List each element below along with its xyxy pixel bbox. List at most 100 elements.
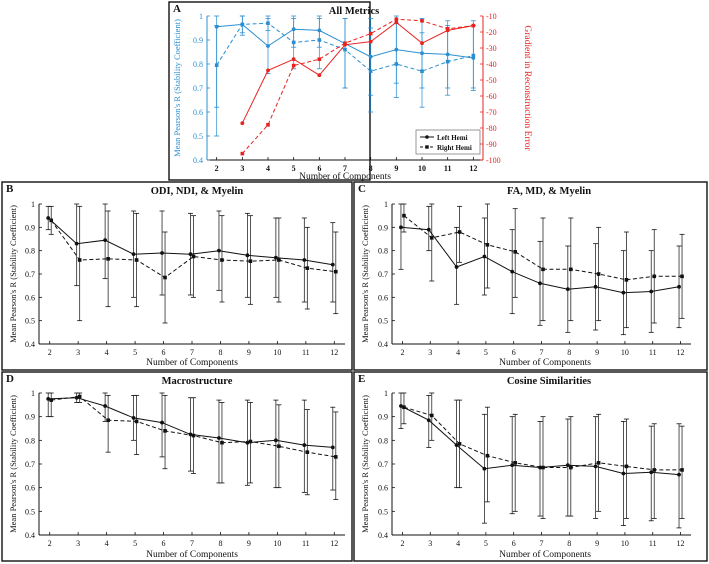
x-tick-label: 3 xyxy=(76,539,80,548)
x-tick-label: 5 xyxy=(484,348,488,357)
data-point-circle xyxy=(426,418,431,423)
data-point-square xyxy=(624,278,629,282)
y-axis-label: Mean Pearson's R (Stability Coefficient) xyxy=(360,205,370,343)
data-point-circle xyxy=(245,253,250,258)
data-point-circle xyxy=(330,262,335,267)
x-tick-label: 11 xyxy=(649,539,657,548)
y-tick-label: 0.8 xyxy=(25,247,35,256)
x-tick-label: 8 xyxy=(218,348,222,357)
x-tick-label: 4 xyxy=(266,164,270,173)
series-left-hemi xyxy=(398,203,682,336)
data-point-square xyxy=(596,272,601,276)
y-tick-label: 0.7 xyxy=(378,460,388,469)
x-tick-label: 11 xyxy=(302,539,310,548)
x-tick-label: 2 xyxy=(400,539,404,548)
x-tick-label: 7 xyxy=(540,348,544,357)
data-point-square xyxy=(652,274,657,279)
y-tick-label: 0.9 xyxy=(25,223,35,232)
data-point-square xyxy=(343,47,347,52)
panel-letter: B xyxy=(6,183,14,195)
series-left-hemi xyxy=(45,392,336,493)
x-axis-label: Number of Components xyxy=(499,357,591,368)
y-tick-label: 0.9 xyxy=(378,413,388,422)
data-point-circle xyxy=(217,248,221,253)
x-tick-label: 7 xyxy=(190,539,194,548)
y-tick-label: 0.5 xyxy=(25,507,35,516)
y-tick-label: 0.8 xyxy=(25,436,35,445)
data-point-square xyxy=(457,230,462,234)
x-axis-label: Number of Components xyxy=(146,549,238,560)
x-tick-label: 12 xyxy=(469,164,477,173)
data-point-circle xyxy=(188,252,193,257)
data-point-square xyxy=(266,21,270,25)
data-point-square xyxy=(394,62,399,66)
data-point-circle xyxy=(420,41,424,46)
data-point-circle xyxy=(621,471,626,476)
x-tick-label: 8 xyxy=(567,348,571,357)
data-point-circle xyxy=(302,258,307,262)
series-right-hemi xyxy=(401,392,685,519)
y-tick-label: 0.6 xyxy=(193,108,203,117)
series-right-hemi-right xyxy=(240,17,476,156)
y-tick-label: 0.9 xyxy=(25,413,35,422)
data-point-square xyxy=(445,27,450,31)
data-point-circle xyxy=(266,44,270,48)
data-point-circle xyxy=(368,39,373,44)
series-right-hemi-left xyxy=(214,15,476,113)
series-right-hemi xyxy=(401,203,685,329)
y-tick-label: 0.5 xyxy=(25,317,35,326)
y-axis-label: Mean Pearson's R (Stability Coefficient) xyxy=(172,19,182,157)
data-point-square xyxy=(277,258,281,262)
data-point-circle xyxy=(454,443,459,447)
series-left-hemi xyxy=(45,203,336,303)
x-tick-label: 11 xyxy=(302,348,310,357)
y2-tick-label: -60 xyxy=(486,92,497,101)
chart-title: FA, MD, & Myelin xyxy=(507,186,591,197)
legend-box xyxy=(415,129,481,155)
data-point-square xyxy=(305,450,310,454)
x-tick-label: 6 xyxy=(162,539,166,548)
x-tick-label: 2 xyxy=(215,164,219,173)
y2-tick-label: -40 xyxy=(486,60,497,69)
data-point-circle xyxy=(46,397,51,401)
data-point-circle xyxy=(317,73,322,78)
x-tick-label: 7 xyxy=(540,539,544,548)
data-point-square xyxy=(163,429,167,433)
data-point-square xyxy=(471,23,476,28)
legend-label-right: Right Hemi xyxy=(437,144,472,152)
data-point-circle xyxy=(399,225,403,230)
data-point-circle xyxy=(273,438,278,443)
data-point-square xyxy=(333,269,338,274)
data-point-circle xyxy=(565,463,570,468)
x-tick-label: 11 xyxy=(649,348,657,357)
data-point-square xyxy=(402,213,406,218)
data-point-square xyxy=(596,461,601,465)
x-tick-label: 10 xyxy=(273,539,281,548)
y-tick-label: 0.7 xyxy=(25,270,35,279)
data-point-square xyxy=(624,464,629,469)
panel-frame xyxy=(1,181,353,371)
data-point-square xyxy=(471,53,476,58)
y-axis-label: Mean Pearson's R (Stability Coefficient) xyxy=(8,395,18,533)
data-point-square xyxy=(291,40,296,45)
y-tick-label: 0.5 xyxy=(193,132,203,141)
panel-letter: C xyxy=(358,183,366,195)
data-point-square xyxy=(163,275,167,280)
data-point-square xyxy=(457,442,462,446)
series-left-hemi xyxy=(398,392,682,529)
x-tick-label: 9 xyxy=(247,539,251,548)
series-right-hemi xyxy=(48,392,339,500)
y-tick-label: 0.7 xyxy=(378,270,388,279)
data-point-circle xyxy=(273,255,278,260)
panel-frame xyxy=(353,181,708,371)
y-tick-label: 0.7 xyxy=(193,84,203,93)
y-tick-label: 0.7 xyxy=(25,460,35,469)
y2-tick-label: -30 xyxy=(486,44,497,53)
data-point-square xyxy=(240,22,245,27)
data-point-circle xyxy=(454,265,459,269)
data-point-circle xyxy=(677,472,681,477)
chart-title: All Metrics xyxy=(329,6,379,17)
data-point-circle xyxy=(74,241,79,246)
y-tick-label: 0.5 xyxy=(378,507,388,516)
